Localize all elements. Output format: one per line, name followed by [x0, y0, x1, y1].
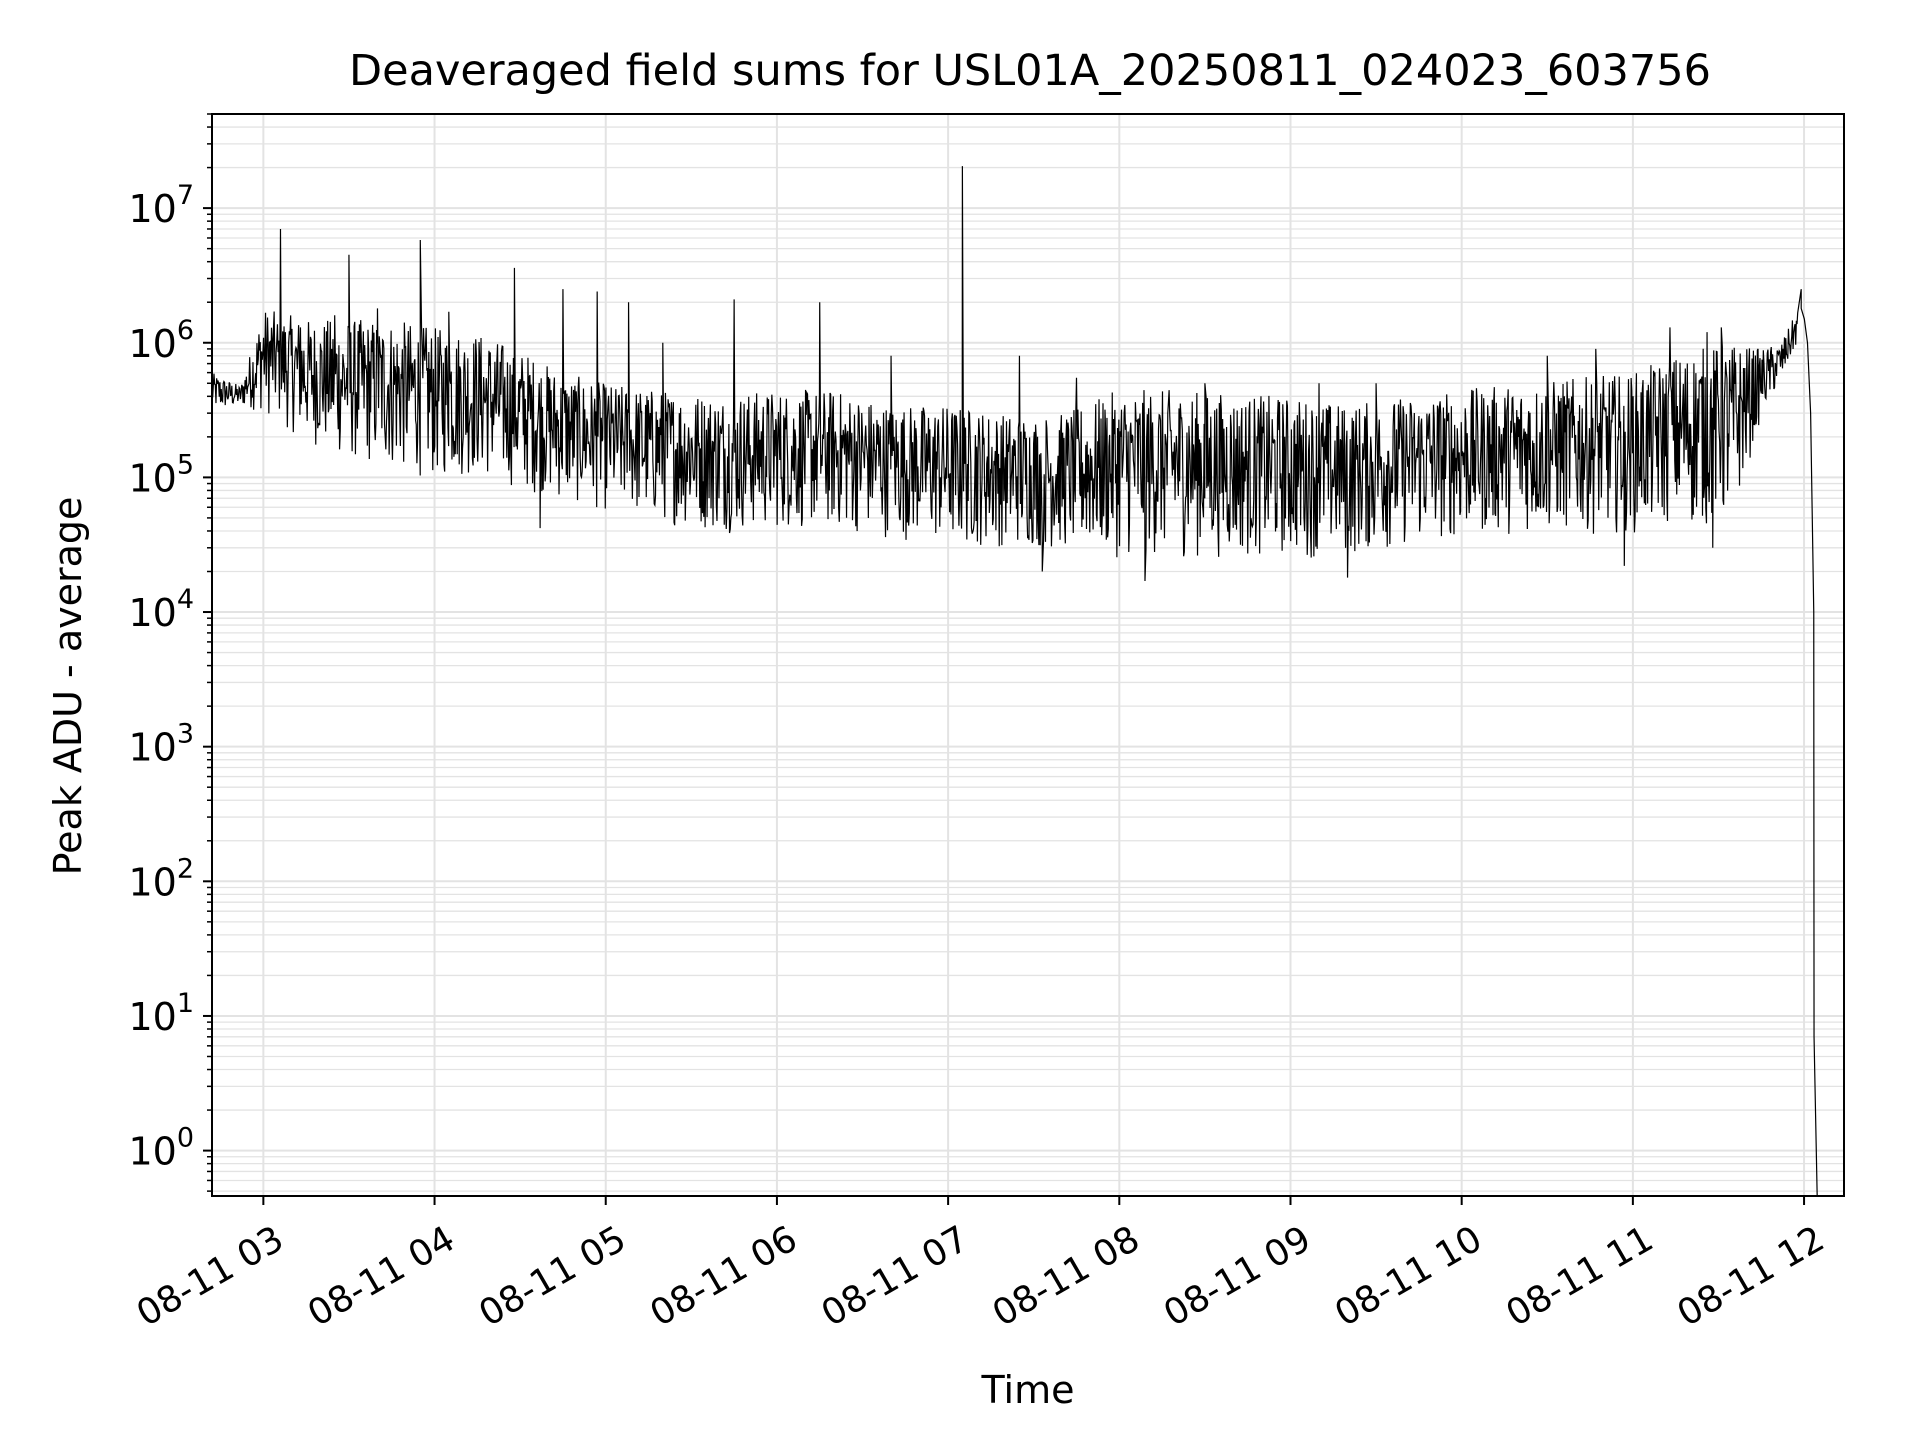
y-tick-label: 107	[128, 180, 194, 231]
y-tick-label: 106	[128, 315, 194, 366]
x-axis: 08-11 03 08-11 04 08-11 05 08-11 06 08-11 07…	[130, 1196, 1831, 1335]
y-tick-label: 104	[128, 584, 194, 635]
x-tick-label: 08-11 11	[1499, 1218, 1660, 1334]
x-tick-label: 08-11 05	[472, 1218, 633, 1334]
y-tick-label: 101	[128, 988, 194, 1039]
x-tick-label: 08-11 03	[130, 1218, 291, 1334]
x-tick-label: 08-11 08	[986, 1218, 1147, 1334]
y-axis: 100 101 102 103 104 105 106 107	[128, 113, 212, 1192]
y-tick-label: 102	[128, 853, 194, 904]
x-tick-label: 08-11 04	[301, 1218, 462, 1334]
y-tick-label: 100	[128, 1123, 194, 1174]
x-tick-label: 08-11 06	[644, 1218, 805, 1334]
y-axis-label: Peak ADU - average	[46, 496, 90, 876]
grid-lines	[212, 113, 1844, 1196]
x-axis-label: Time	[981, 1368, 1075, 1412]
y-tick-label: 103	[128, 719, 194, 770]
x-tick-label: 08-11 09	[1157, 1218, 1318, 1334]
x-tick-label: 08-11 07	[815, 1218, 976, 1334]
x-tick-label: 08-11 12	[1671, 1218, 1832, 1334]
chart-title: Deaveraged field sums for USL01A_2025081…	[349, 46, 1711, 96]
series-line	[212, 166, 1818, 1196]
y-tick-label: 105	[128, 449, 194, 500]
plot-frame	[211, 113, 1845, 1197]
x-tick-label: 08-11 10	[1328, 1218, 1489, 1334]
